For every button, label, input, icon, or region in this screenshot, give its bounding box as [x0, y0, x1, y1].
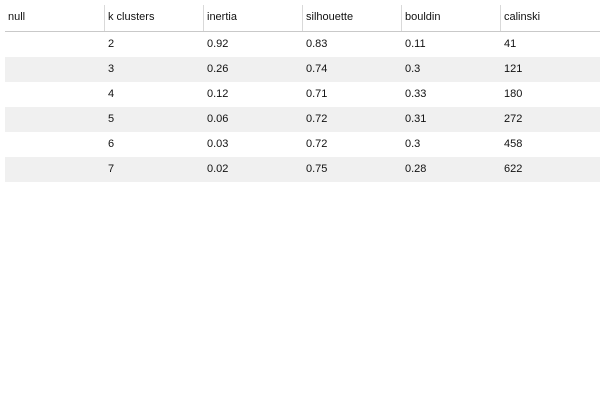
table-cell: 0.28	[405, 163, 427, 175]
table-cell	[5, 107, 104, 132]
table-cell: 5	[108, 113, 115, 125]
table-cell: 41	[504, 38, 517, 50]
column-header-silhouette[interactable]: silhouette	[302, 5, 401, 31]
table-cell: 0.71	[306, 88, 328, 100]
table-cell	[5, 132, 104, 157]
table-row[interactable]: 6 0.03 0.72 0.3 458	[5, 132, 600, 157]
table-cell: 7	[108, 163, 115, 175]
column-header-null[interactable]: null	[8, 11, 26, 23]
table-cell: 0.83	[306, 38, 328, 50]
table-cell: 0.02	[207, 163, 229, 175]
table-row[interactable]: 7 0.02 0.75 0.28 622	[5, 157, 600, 182]
table-cell: 0.72	[306, 138, 328, 150]
table-cell: 0.33	[405, 88, 427, 100]
column-header-bouldin[interactable]: bouldin	[401, 5, 500, 31]
table-cell: 3	[108, 63, 115, 75]
table-cell: 0.72	[306, 113, 328, 125]
table-cell	[5, 82, 104, 107]
table-cell	[5, 32, 104, 57]
column-header-k-clusters[interactable]: k clusters	[104, 5, 203, 31]
table-row[interactable]: 5 0.06 0.72 0.31 272	[5, 107, 600, 132]
table-cell: 458	[504, 138, 523, 150]
data-grid: null k clusters inertia silhouette bould…	[5, 5, 600, 182]
table-cell: 0.06	[207, 113, 229, 125]
table-cell: 6	[108, 138, 115, 150]
table-cell: 0.12	[207, 88, 229, 100]
table-cell	[5, 57, 104, 82]
column-header-calinski[interactable]: calinski	[500, 5, 600, 31]
table-header: null k clusters inertia silhouette bould…	[5, 5, 600, 32]
table-row[interactable]: 3 0.26 0.74 0.3 121	[5, 57, 600, 82]
table-row[interactable]: 4 0.12 0.71 0.33 180	[5, 82, 600, 107]
table-cell: 180	[504, 88, 523, 100]
column-header-inertia[interactable]: inertia	[203, 5, 302, 31]
table-cell: 121	[504, 63, 523, 75]
table-cell: 0.75	[306, 163, 328, 175]
table-cell: 0.74	[306, 63, 328, 75]
table-cell: 0.31	[405, 113, 427, 125]
table-cell: 0.3	[405, 63, 421, 75]
table-cell: 0.92	[207, 38, 229, 50]
table-cell: 622	[504, 163, 523, 175]
table-cell: 0.26	[207, 63, 229, 75]
table-cell	[5, 157, 104, 182]
table-cell: 0.03	[207, 138, 229, 150]
table-row[interactable]: 2 0.92 0.83 0.11 41	[5, 32, 600, 57]
table-cell: 0.3	[405, 138, 421, 150]
table-cell: 272	[504, 113, 523, 125]
table-cell: 4	[108, 88, 115, 100]
table-cell: 2	[108, 38, 115, 50]
table-cell: 0.11	[405, 38, 426, 50]
